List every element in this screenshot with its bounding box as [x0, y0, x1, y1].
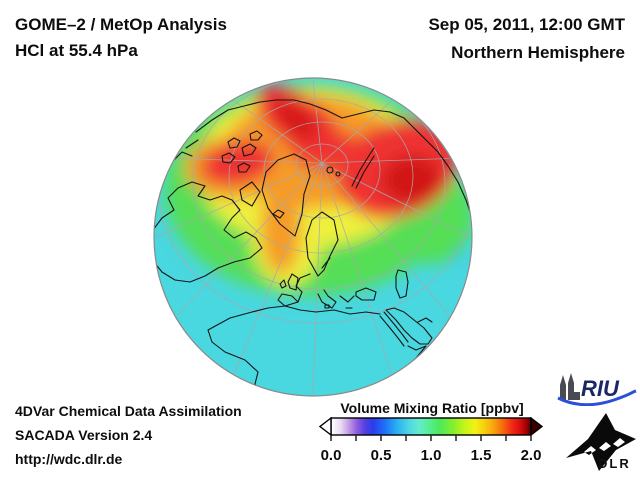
riu-logo: RIU	[556, 372, 638, 411]
globe-svg	[153, 77, 473, 397]
dlr-star-icon	[566, 413, 636, 471]
globe-map	[150, 76, 480, 400]
colorbar	[318, 417, 544, 441]
dlr-logo-text: DLR	[598, 456, 631, 471]
colorbar-tick-0.0: 0.0	[320, 447, 342, 464]
page-title: GOME–2 / MetOp Analysis	[15, 15, 227, 34]
hemisphere-label: Northern Hemisphere	[451, 43, 625, 62]
riu-swoosh	[557, 389, 637, 407]
subtitle-species-level: HCl at 55.4 hPa	[15, 41, 138, 60]
colorbar-left-arrow	[318, 417, 332, 437]
credit-line-assimilation: 4DVar Chemical Data Assimilation	[15, 403, 242, 419]
colorbar-tick-1.0: 1.0	[420, 447, 442, 464]
colorbar-tick-0.5: 0.5	[370, 447, 392, 464]
coastlines	[154, 99, 472, 396]
colorbar-tick-2.0: 2.0	[520, 447, 542, 464]
colorbar-title: Volume Mixing Ratio [ppbv]	[340, 400, 524, 416]
credit-line-url: http://wdc.dlr.de	[15, 451, 123, 467]
colorbar-tick-1.5: 1.5	[470, 447, 492, 464]
riu-cathedral-icon	[560, 373, 580, 400]
credit-line-version: SACADA Version 2.4	[15, 427, 153, 443]
colorbar-right-arrow	[530, 417, 544, 437]
colorbar-ticks	[330, 435, 532, 441]
timestamp-label: Sep 05, 2011, 12:00 GMT	[428, 15, 625, 34]
riu-logo-text: RIU	[581, 376, 620, 401]
colorbar-gradient-bar	[330, 417, 532, 436]
dlr-logo: DLR	[562, 411, 638, 478]
